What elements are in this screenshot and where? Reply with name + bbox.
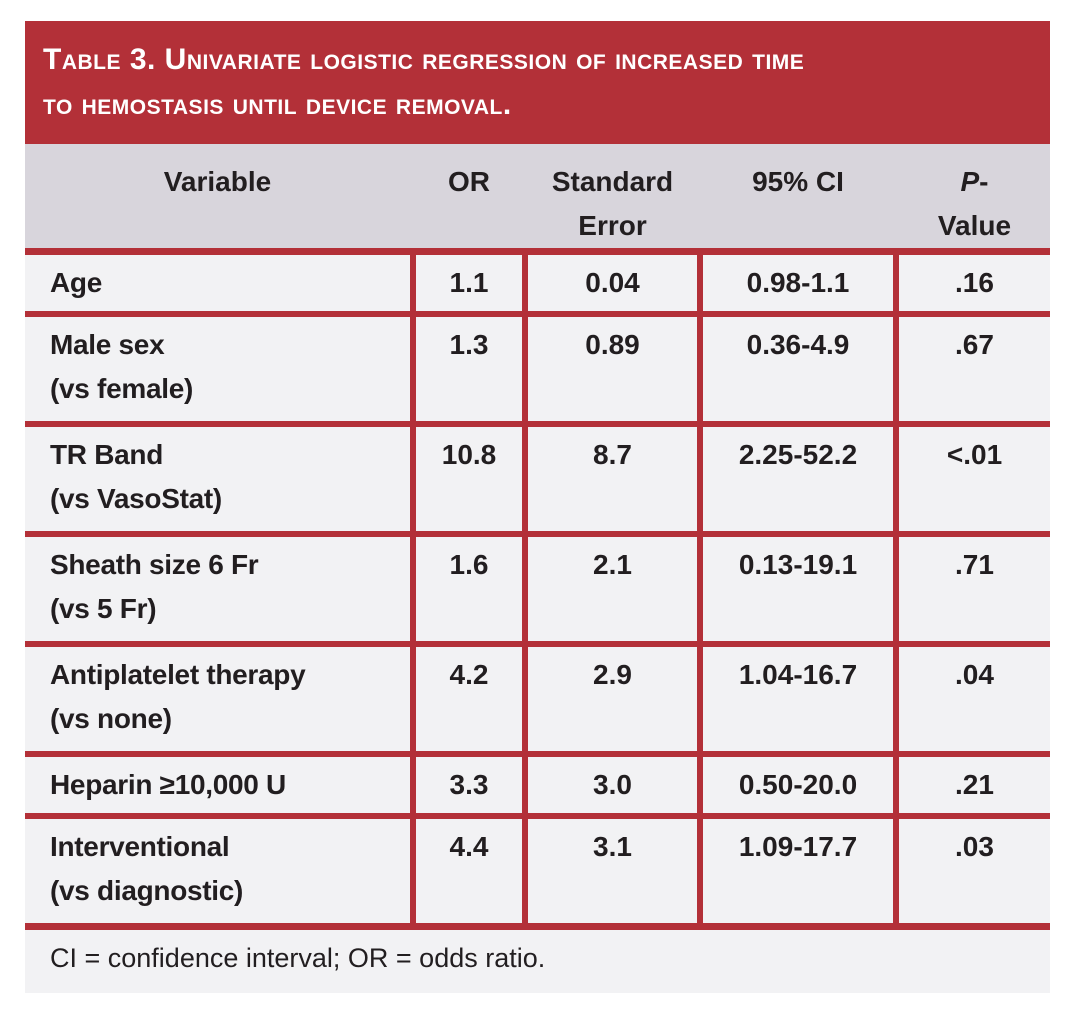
column-header-p-value-line-1: P- [899, 160, 1050, 204]
table-row-antiplatelet-ci: 1.04-16.7 [703, 647, 893, 751]
table-row-sheath-size-or: 1.6 [416, 537, 522, 641]
table-row-male-sex-variable: Male sex (vs female) [25, 317, 410, 421]
table-card: Table 3. Univariate logistic regression … [25, 21, 1050, 993]
table-row-male-sex-ci: 0.36-4.9 [703, 317, 893, 421]
table-row-age-or: 1.1 [416, 255, 522, 311]
table-row-sheath-size-p: .71 [899, 537, 1050, 641]
column-header-standard-error: Standard Error [528, 160, 697, 248]
variable-line-2: (vs VasoStat) [50, 483, 222, 514]
column-header-standard-error-line-2: Error [578, 210, 647, 241]
table-row-interventional-p: .03 [899, 819, 1050, 923]
p-italic: P [960, 166, 980, 197]
table-row-sheath-size-variable: Sheath size 6 Fr (vs 5 Fr) [25, 537, 410, 641]
table-row-male-sex-or: 1.3 [416, 317, 522, 421]
table-row-male-sex-p: .67 [899, 317, 1050, 421]
table-footnote: CI = confidence interval; OR = odds rati… [25, 930, 1050, 993]
table-row-tr-band-variable: TR Band (vs VasoStat) [25, 427, 410, 531]
variable-line-1: Antiplatelet therapy [50, 659, 306, 690]
table-row-tr-band-p: <.01 [899, 427, 1050, 531]
table-row-sheath-size-ci: 0.13-19.1 [703, 537, 893, 641]
column-header-variable: Variable [163, 166, 272, 197]
variable-line-1: Interventional [50, 831, 230, 862]
column-header-or: OR [448, 166, 490, 197]
variable-line-1: Sheath size 6 Fr [50, 549, 259, 580]
table-row-heparin-ci: 0.50-20.0 [703, 757, 893, 813]
table-title-line-1: Table 3. Univariate logistic regression … [43, 43, 805, 76]
variable-line-2: (vs 5 Fr) [50, 593, 157, 624]
column-header-standard-error-line-1: Standard [551, 166, 674, 197]
column-header-95-ci: 95% CI [752, 166, 844, 197]
p-dash: - [979, 166, 989, 197]
column-header-p-value-line-2: Value [937, 210, 1012, 241]
table-row-tr-band-se: 8.7 [528, 427, 697, 531]
column-header-row: Variable OR Standard Error 95% CI P- Val… [25, 144, 1050, 248]
variable-line-2: (vs female) [50, 373, 193, 404]
table-body: Age 1.1 0.04 0.98-1.1 .16 Male sex (vs f… [25, 248, 1050, 930]
variable-line-1: TR Band [50, 439, 164, 470]
table-row-antiplatelet-variable: Antiplatelet therapy (vs none) [25, 647, 410, 751]
table-row-antiplatelet-or: 4.2 [416, 647, 522, 751]
table-row-age-ci: 0.98-1.1 [703, 255, 893, 311]
table-row-age-p: .16 [899, 255, 1050, 311]
table-row-interventional-ci: 1.09-17.7 [703, 819, 893, 923]
table-row-interventional-se: 3.1 [528, 819, 697, 923]
variable-line-2: (vs none) [50, 703, 172, 734]
variable-line-1: Heparin ≥10,000 U [50, 769, 286, 800]
table-row-heparin-se: 3.0 [528, 757, 697, 813]
table-row-heparin-variable: Heparin ≥10,000 U [25, 757, 410, 813]
table-row-male-sex-se: 0.89 [528, 317, 697, 421]
table-row-antiplatelet-p: .04 [899, 647, 1050, 751]
table-row-heparin-p: .21 [899, 757, 1050, 813]
table-row-antiplatelet-se: 2.9 [528, 647, 697, 751]
table-title-line-2: to hemostasis until device removal. [43, 88, 512, 121]
variable-line-1: Male sex [50, 329, 165, 360]
table-row-age-variable: Age [25, 255, 410, 311]
variable-line-1: Age [50, 267, 102, 298]
table-row-age-se: 0.04 [528, 255, 697, 311]
table-row-interventional-variable: Interventional (vs diagnostic) [25, 819, 410, 923]
table-row-sheath-size-se: 2.1 [528, 537, 697, 641]
variable-line-2: (vs diagnostic) [50, 875, 244, 906]
column-header-p-value: P- Value [899, 160, 1050, 248]
table-row-tr-band-or: 10.8 [416, 427, 522, 531]
table-row-heparin-or: 3.3 [416, 757, 522, 813]
table-title-banner: Table 3. Univariate logistic regression … [25, 21, 1050, 144]
table-row-tr-band-ci: 2.25-52.2 [703, 427, 893, 531]
table-row-interventional-or: 4.4 [416, 819, 522, 923]
